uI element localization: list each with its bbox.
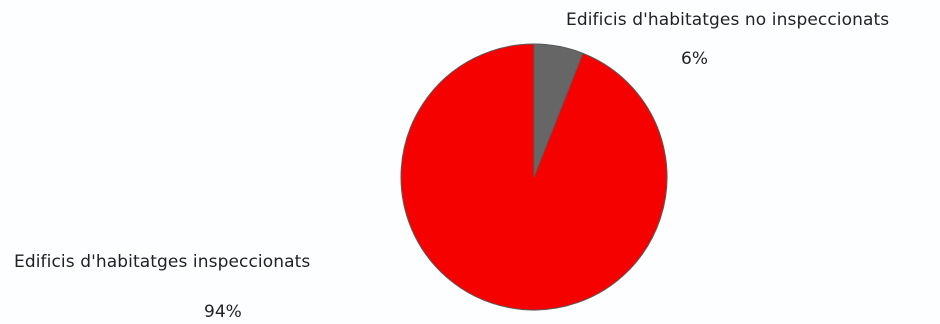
slice-percent-not-inspected: 6% [681, 49, 708, 69]
slice-label-inspected: Edificis d'habitatges inspeccionats [14, 252, 311, 272]
pie-slice-1 [400, 43, 668, 311]
slice-label-not-inspected: Edificis d'habitatges no inspeccionats [566, 10, 890, 30]
slice-percent-inspected: 94% [204, 302, 242, 322]
